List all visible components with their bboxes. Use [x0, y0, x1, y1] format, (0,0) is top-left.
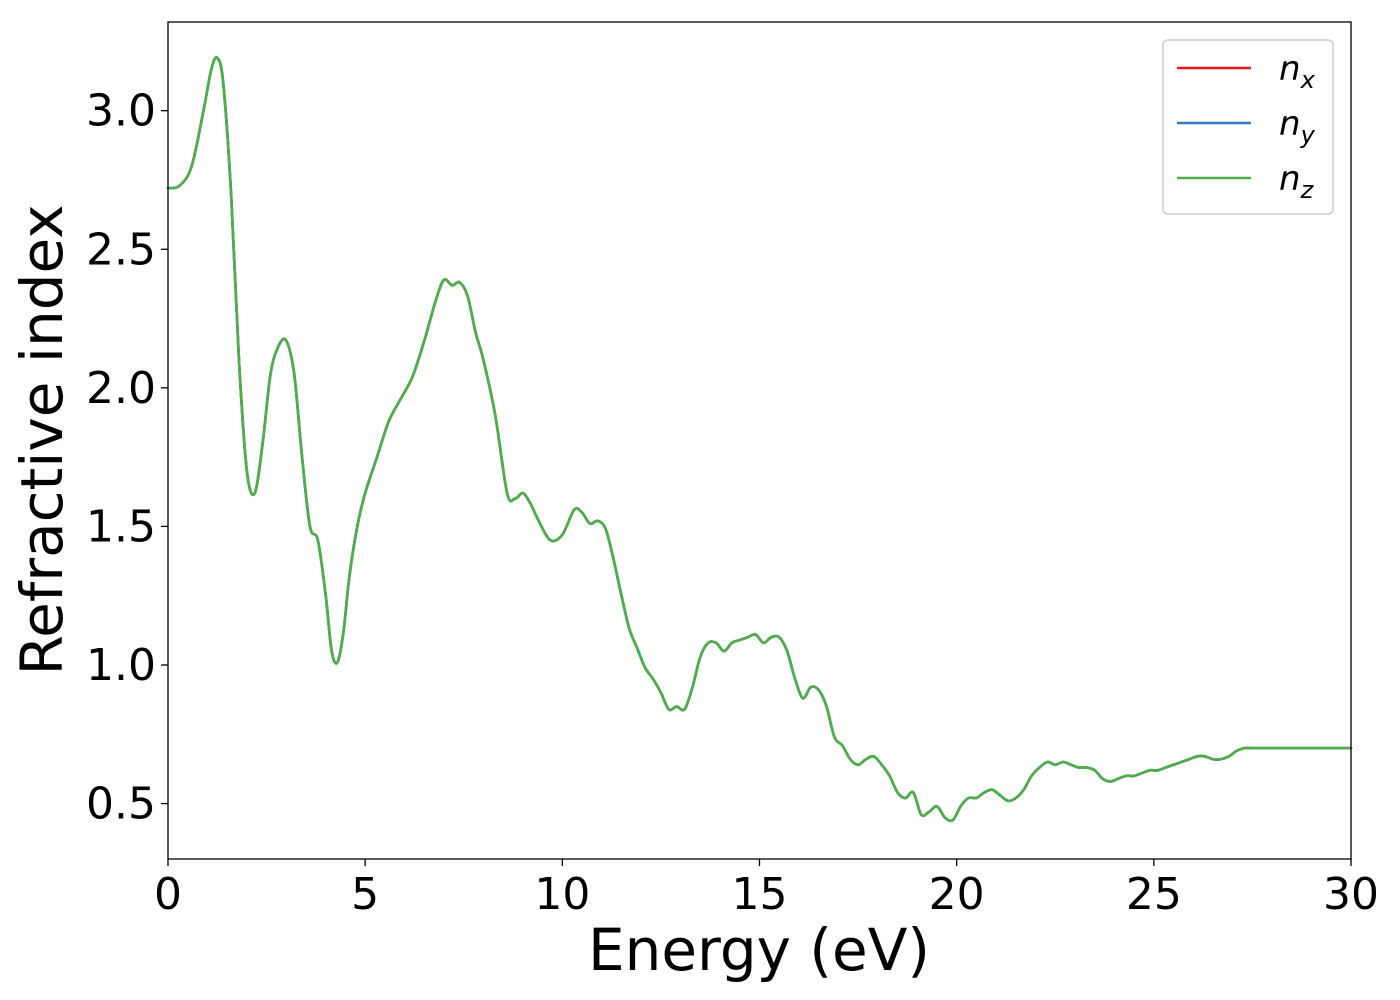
y-axis-ticks: 0.5 1.0 1.5 2.0 2.5 3.0 — [86, 86, 168, 830]
series-line-n-z — [166, 56, 1353, 823]
y-tick-label: 1.0 — [86, 640, 156, 691]
x-tick-label: 5 — [351, 869, 379, 920]
legend-box — [1162, 39, 1334, 215]
y-tick-label: 0.5 — [86, 779, 156, 830]
y-tick-label: 1.5 — [86, 501, 156, 552]
y-tick-label: 2.5 — [86, 224, 156, 275]
x-tick-label: 10 — [534, 869, 590, 920]
x-tick-label: 20 — [929, 869, 985, 920]
y-tick-label: 2.0 — [86, 363, 156, 414]
x-axis-title: Energy (eV) — [588, 916, 930, 984]
x-tick-label: 0 — [154, 869, 182, 920]
x-axis-ticks: 0 5 10 15 20 25 30 — [154, 859, 1379, 920]
x-tick-label: 25 — [1126, 869, 1182, 920]
y-axis-title: Refractive index — [8, 204, 76, 675]
x-tick-label: 15 — [732, 869, 788, 920]
series-layer — [166, 56, 1353, 823]
y-tick-label: 3.0 — [86, 86, 156, 137]
x-tick-label: 30 — [1323, 869, 1379, 920]
